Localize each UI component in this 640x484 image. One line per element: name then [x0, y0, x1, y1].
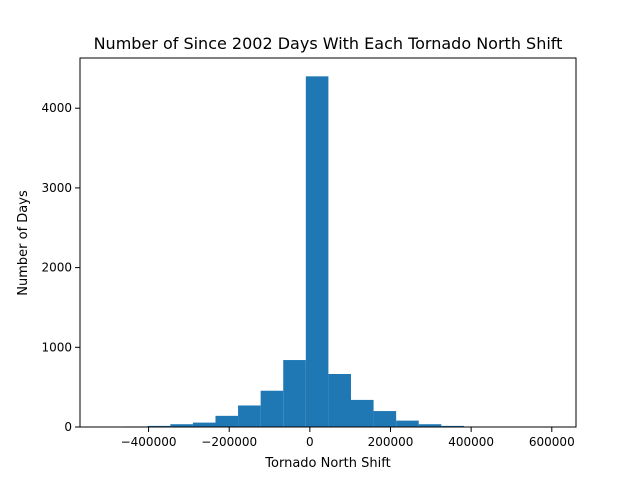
y-tick-label: 4000	[41, 101, 72, 115]
histogram-bar	[193, 423, 216, 427]
y-tick-label: 3000	[41, 181, 72, 195]
histogram-bar	[374, 411, 397, 427]
x-tick-label: −400000	[121, 435, 177, 449]
x-tick-label: 400000	[448, 435, 494, 449]
y-axis-label: Number of Days	[16, 190, 31, 296]
x-axis-label: Tornado North Shift	[264, 456, 390, 471]
histogram-bar	[261, 391, 284, 427]
chart-title: Number of Since 2002 Days With Each Torn…	[94, 34, 563, 53]
x-tick-label: 200000	[368, 435, 414, 449]
histogram-bar	[215, 416, 238, 427]
histogram-bar	[238, 405, 261, 427]
x-tick-label: −200000	[201, 435, 257, 449]
y-tick-label: 0	[64, 420, 72, 434]
histogram-bar	[283, 360, 306, 427]
histogram-bar	[306, 76, 329, 427]
x-tick-label: 600000	[529, 435, 575, 449]
histogram-bar	[396, 421, 419, 427]
histogram-bar	[328, 374, 351, 427]
histogram-bar	[351, 400, 374, 427]
x-tick-label: 0	[306, 435, 314, 449]
y-tick-label: 1000	[41, 340, 72, 354]
y-tick-label: 2000	[41, 261, 72, 275]
